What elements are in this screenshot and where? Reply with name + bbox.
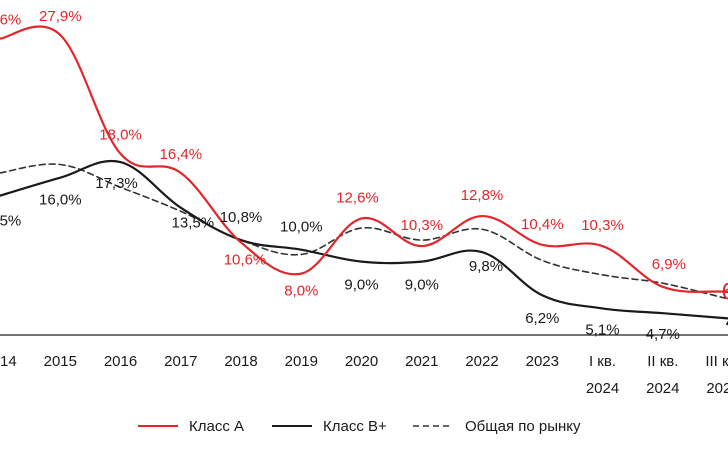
data-label-class-a-3: 16,4% [160,146,203,163]
x-tick-label-8: 2022 [465,353,498,370]
x-tick-labels: 2014 2015 2016 2017 2018 2019 2020 2021 2022 2023… [0,353,728,397]
data-label-class-b-5: 10,0% [280,219,323,236]
data-label-class-b-9: 6,2% [525,310,559,327]
x-tick-label-12: III кв.2024 [705,353,728,397]
data-label-class-a-5: 8,0% [284,283,318,300]
data-label-class-a-12: 6,5% [722,279,728,306]
data-label-class-b-3: 13,5% [172,215,215,232]
legend-label-class-b: Класс В+ [323,418,387,435]
data-label-class-b-4: 10,8% [220,209,263,226]
series-line-class-b [0,159,728,320]
x-tick-label-0: 2014 [0,353,17,370]
x-tick-label-10: I кв. 2024 [586,353,619,397]
data-label-class-a-11: 6,9% [652,256,686,273]
x-tick-label-11: II кв. 2024 [646,353,679,397]
legend: Класс А Класс В+ Общая по рынку [138,418,581,435]
data-label-class-a-1: 27,9% [39,8,82,25]
legend-label-class-a: Класс А [189,418,244,435]
data-label-class-a-8: 12,8% [461,187,504,204]
x-tick-label-1: 2015 [44,353,77,370]
data-label-class-b-2: 17,3% [95,175,138,192]
series-lines [0,25,728,320]
data-label-class-b-8: 9,8% [469,258,503,275]
data-label-class-b-6: 9,0% [344,277,378,294]
data-label-class-b-7: 9,0% [405,277,439,294]
data-label-class-a-6: 12,6% [336,190,379,207]
legend-label-market: Общая по рынку [465,418,581,435]
data-label-class-b-11: 4,7% [646,326,680,343]
x-tick-label-6: 2020 [345,353,378,370]
x-tick-label-5: 2019 [285,353,318,370]
data-label-class-a-7: 10,3% [401,217,444,234]
x-tick-label-2: 2016 [104,353,137,370]
data-labels: 27,6% 27,9% 18,0% 16,4% 10,6% 8,0% 12,6% 10,3% 1… [0,8,728,343]
data-label-class-b-1: 16,0% [39,192,82,209]
data-label-class-a-9: 10,4% [521,216,564,233]
x-tick-label-4: 2018 [224,353,257,370]
data-label-class-b-12: 4,3% [726,308,728,335]
data-label-class-a-10: 10,3% [581,217,624,234]
data-label-class-a-0: 27,6% [0,12,21,29]
x-tick-label-3: 2017 [164,353,197,370]
x-tick-label-9: 2023 [526,353,559,370]
data-label-class-b-10: 5,1% [585,321,619,338]
x-tick-label-7: 2021 [405,353,438,370]
data-label-class-b-0: 14,5% [0,213,21,230]
series-line-class-a [0,25,728,294]
data-label-class-a-2: 18,0% [99,127,142,144]
data-label-class-a-4: 10,6% [224,252,267,269]
series-line-market [0,163,728,300]
